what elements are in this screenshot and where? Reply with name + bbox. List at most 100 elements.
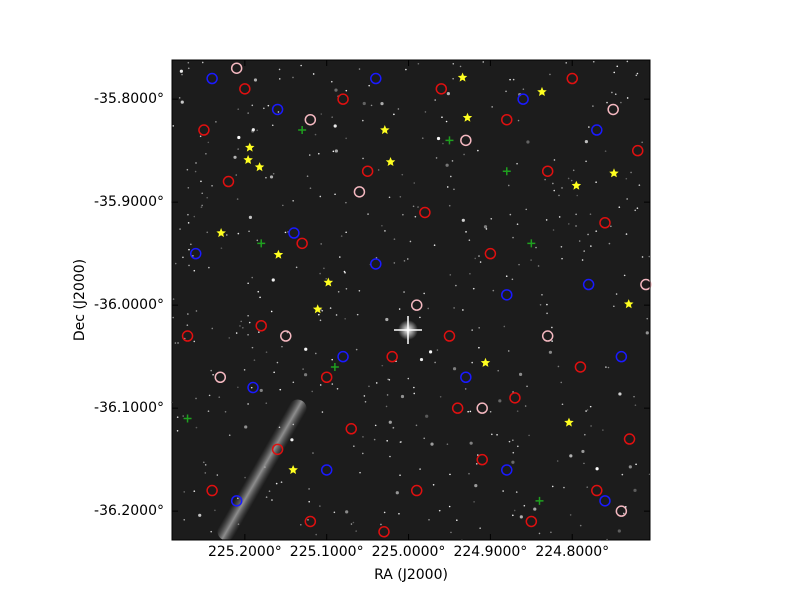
background-star: [228, 434, 231, 437]
background-star: [248, 321, 251, 324]
background-star: [333, 124, 337, 128]
background-star: [618, 392, 622, 396]
background-star: [471, 361, 473, 364]
background-star: [367, 213, 369, 215]
background-star: [321, 411, 324, 413]
source-star: [323, 277, 334, 287]
background-star: [428, 350, 433, 354]
background-star: [204, 472, 207, 474]
background-star: [211, 327, 214, 330]
background-star: [517, 119, 520, 122]
y-tick-label: -36.2000°: [94, 503, 164, 519]
background-star: [244, 425, 248, 429]
background-star: [626, 198, 628, 200]
background-star: [450, 175, 452, 178]
source-circle: [615, 350, 628, 363]
background-star: [551, 485, 554, 488]
background-star: [201, 61, 204, 64]
background-star: [605, 366, 607, 368]
background-star: [187, 61, 190, 64]
background-star: [265, 176, 267, 179]
background-star: [363, 395, 366, 397]
background-star: [587, 233, 589, 236]
background-star: [434, 361, 436, 364]
background-star: [509, 213, 512, 216]
background-star: [545, 219, 548, 221]
background-star: [190, 243, 192, 246]
background-star: [526, 385, 528, 388]
source-circle: [623, 433, 636, 445]
background-star: [215, 121, 217, 123]
source-circle: [501, 289, 513, 301]
background-star: [183, 518, 186, 521]
background-star: [435, 157, 438, 159]
background-star: [392, 427, 395, 429]
background-star: [385, 317, 389, 322]
source-circle: [517, 93, 529, 105]
source-circle: [615, 505, 628, 517]
source-circle: [582, 278, 595, 291]
background-star: [321, 309, 324, 312]
source-circle: [280, 330, 292, 342]
background-star: [248, 230, 250, 233]
source-circle: [599, 495, 611, 507]
background-star: [561, 187, 563, 189]
background-star: [355, 530, 357, 532]
background-star: [413, 392, 416, 395]
background-star: [388, 196, 391, 199]
background-star: [556, 460, 559, 462]
background-star: [469, 272, 471, 275]
source-circle: [574, 361, 587, 373]
background-star: [182, 415, 184, 417]
background-star: [407, 377, 410, 380]
source-circle: [296, 237, 308, 250]
background-star: [474, 484, 478, 488]
background-star: [538, 532, 541, 535]
source-circle: [214, 371, 227, 384]
background-star: [237, 386, 239, 389]
background-star: [413, 386, 415, 389]
background-star: [188, 248, 190, 251]
background-star: [439, 395, 442, 398]
background-star: [620, 101, 622, 104]
background-star: [434, 99, 436, 101]
background-star: [461, 218, 465, 222]
source-cross: [257, 239, 266, 248]
background-star: [497, 369, 500, 372]
background-star: [345, 137, 347, 140]
background-star: [319, 195, 322, 198]
background-star: [590, 425, 592, 427]
background-star: [208, 394, 211, 397]
background-star: [187, 67, 190, 70]
background-star: [393, 238, 396, 240]
background-star: [355, 348, 358, 351]
background-star: [271, 499, 273, 501]
background-star: [237, 135, 241, 140]
background-star: [452, 62, 455, 65]
source-circle: [206, 72, 218, 85]
background-star: [586, 486, 589, 488]
sky-image: [172, 60, 650, 540]
background-star: [625, 233, 628, 235]
background-star: [356, 313, 359, 316]
background-star: [188, 264, 190, 267]
background-star: [330, 80, 333, 83]
source-star: [537, 86, 547, 96]
background-star: [242, 326, 244, 329]
background-star: [180, 100, 184, 104]
background-star: [179, 69, 183, 73]
background-star: [386, 439, 388, 442]
background-star: [533, 507, 537, 511]
background-star: [463, 153, 465, 156]
background-star: [445, 120, 448, 123]
background-star: [247, 403, 249, 405]
background-star: [448, 204, 451, 207]
background-star: [174, 342, 177, 344]
source-cross: [535, 496, 544, 505]
background-star: [201, 204, 203, 207]
background-star: [509, 78, 511, 81]
background-star: [315, 352, 317, 355]
background-star: [257, 290, 260, 293]
background-star: [315, 533, 317, 536]
background-star: [265, 351, 268, 353]
